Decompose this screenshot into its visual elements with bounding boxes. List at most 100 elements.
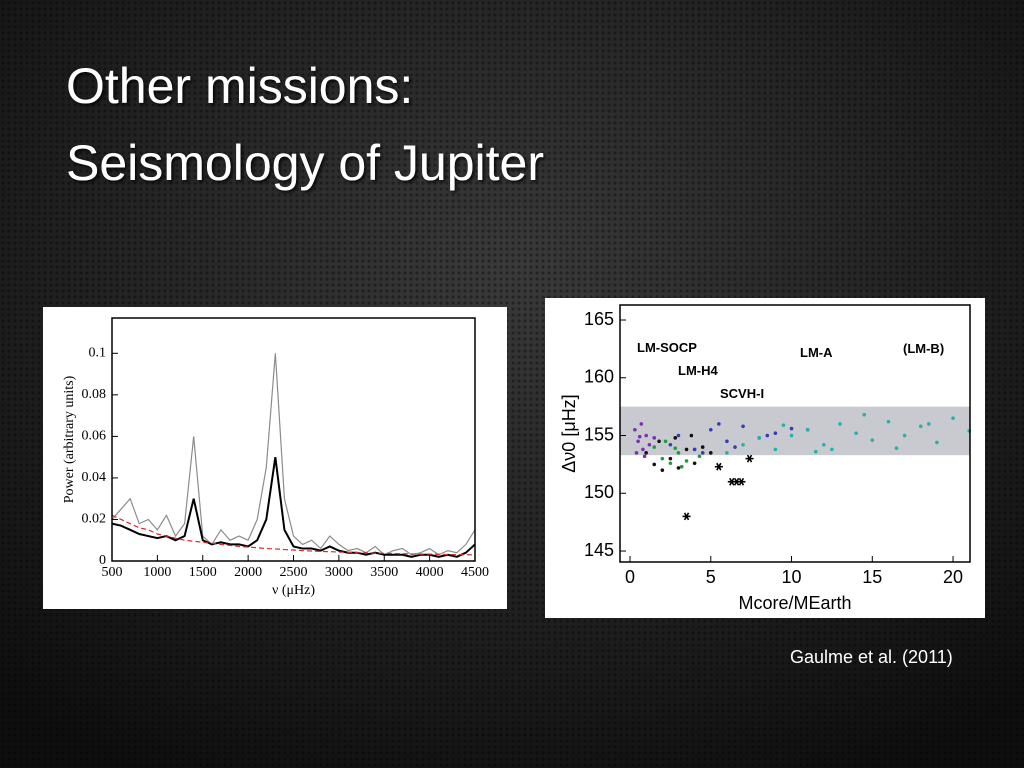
y-tick-label: 0 — [99, 553, 106, 568]
scatter-point — [708, 451, 713, 455]
scatter-point — [725, 451, 729, 455]
scatter-point — [935, 440, 939, 445]
star-point — [737, 477, 746, 486]
scatter-point — [813, 449, 818, 454]
scatter-point — [927, 422, 931, 426]
series-label: LM-A — [800, 345, 833, 360]
reference-band — [620, 406, 970, 456]
scatter-point — [644, 433, 648, 438]
x-tick-label: 4000 — [416, 565, 444, 580]
scatter-point — [854, 431, 858, 436]
star-stroke — [683, 512, 690, 521]
scatter-point — [689, 433, 694, 438]
scatter-point — [652, 436, 657, 440]
scatter-point — [676, 433, 681, 438]
x-tick-label: 20 — [943, 567, 963, 587]
scatter-point — [652, 445, 657, 449]
scatter-point — [725, 439, 729, 444]
scatter-point — [637, 434, 642, 439]
x-tick-label: 2000 — [234, 565, 262, 580]
scatter-point — [741, 424, 745, 429]
x-tick-label: 2500 — [280, 565, 308, 580]
scatter-point — [838, 422, 842, 426]
x-tick-label: 4500 — [461, 565, 489, 580]
citation: Gaulme et al. (2011) — [790, 647, 953, 667]
scatter-point — [639, 422, 644, 426]
scatter-point — [894, 446, 899, 451]
scatter-point — [636, 439, 640, 444]
scatter-point — [634, 451, 639, 455]
star-point — [682, 512, 691, 521]
scatter-point — [676, 466, 681, 470]
x-tick-label: 1000 — [143, 565, 171, 580]
y-tick-label: 0.08 — [82, 387, 107, 402]
scatter-point — [805, 427, 810, 432]
star-stroke — [733, 477, 740, 486]
scatter-point — [781, 423, 786, 427]
scatter-point — [886, 419, 891, 424]
scatter-point — [684, 447, 689, 452]
x-tick-label: 1500 — [189, 565, 217, 580]
series-label: LM-H4 — [678, 363, 718, 378]
x-tick-label: 15 — [862, 567, 882, 587]
title-line: Seismology of Jupiter — [66, 135, 544, 191]
scatter-point — [700, 445, 705, 449]
scatter-point — [663, 439, 668, 444]
series-label: (LM-B) — [903, 341, 944, 356]
star-point — [745, 454, 754, 463]
star-point — [714, 462, 723, 471]
x-tick-label: 0 — [625, 567, 635, 587]
scatter-point — [733, 445, 737, 449]
y-tick-label: 0.06 — [82, 429, 107, 444]
scatter-point — [830, 447, 834, 452]
x-axis-title: Mcore/MEarth — [738, 593, 851, 613]
series-label: SCVH-I — [720, 386, 764, 401]
star-stroke — [738, 477, 745, 486]
y-tick-label: 165 — [584, 309, 614, 329]
scatter-point — [918, 424, 923, 429]
series-line — [111, 457, 476, 558]
scatter-point — [660, 456, 665, 461]
scatter-point — [700, 451, 705, 455]
y-tick-label: 145 — [584, 540, 614, 560]
scatter-point — [673, 446, 678, 451]
scatter-point — [660, 468, 665, 472]
x-tick-label: 10 — [782, 567, 802, 587]
scatter-point — [902, 433, 907, 438]
scatter-point — [657, 439, 661, 444]
x-axis-title: ν (μHz) — [272, 583, 315, 598]
star-stroke — [716, 462, 722, 471]
scatter-point — [708, 427, 713, 432]
scatter-point — [692, 461, 697, 466]
scatter-point — [633, 427, 637, 432]
star-stroke — [729, 477, 735, 486]
scatter-point — [668, 456, 673, 461]
scatter-point — [822, 442, 826, 447]
scatter-point — [717, 422, 721, 426]
series-label: LM-SOCP — [637, 340, 697, 355]
x-tick-label: 500 — [102, 565, 123, 580]
scatter-point — [647, 442, 652, 447]
figure-panel — [545, 298, 985, 618]
y-tick-label: 0.02 — [82, 512, 107, 527]
scatter-point — [679, 464, 684, 469]
x-tick-label: 3500 — [370, 565, 398, 580]
y-tick-label: 0.04 — [82, 470, 107, 485]
scatter-point — [773, 431, 778, 436]
star-stroke — [746, 454, 753, 463]
scatter-point — [642, 454, 647, 459]
series-line — [111, 514, 475, 556]
scatter-point — [757, 436, 762, 440]
scatter-point — [684, 459, 689, 463]
y-tick-label: 155 — [584, 424, 614, 444]
scatter-point — [789, 426, 794, 431]
scatter-point — [862, 412, 867, 417]
spectrum-chart: 500 1000 1500 2000 2500 3000 3500 4000 4500 0 0.02… — [62, 317, 489, 598]
y-tick-label: 160 — [584, 367, 614, 387]
x-tick-label: 5 — [706, 567, 716, 587]
x-tick-label: 3000 — [325, 565, 353, 580]
scatter-point — [870, 438, 875, 442]
title-line: Other missions: — [66, 58, 413, 114]
